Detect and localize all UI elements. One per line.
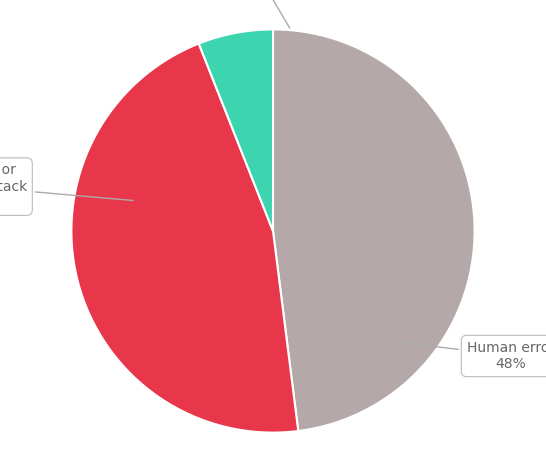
Wedge shape bbox=[199, 30, 273, 231]
Wedge shape bbox=[72, 43, 298, 432]
Text: Human error
48%: Human error 48% bbox=[401, 341, 546, 371]
Wedge shape bbox=[273, 30, 474, 431]
Text: Malicious or
criminal attack
46%: Malicious or criminal attack 46% bbox=[0, 164, 133, 210]
Text: System fault
6%: System fault 6% bbox=[205, 0, 293, 28]
